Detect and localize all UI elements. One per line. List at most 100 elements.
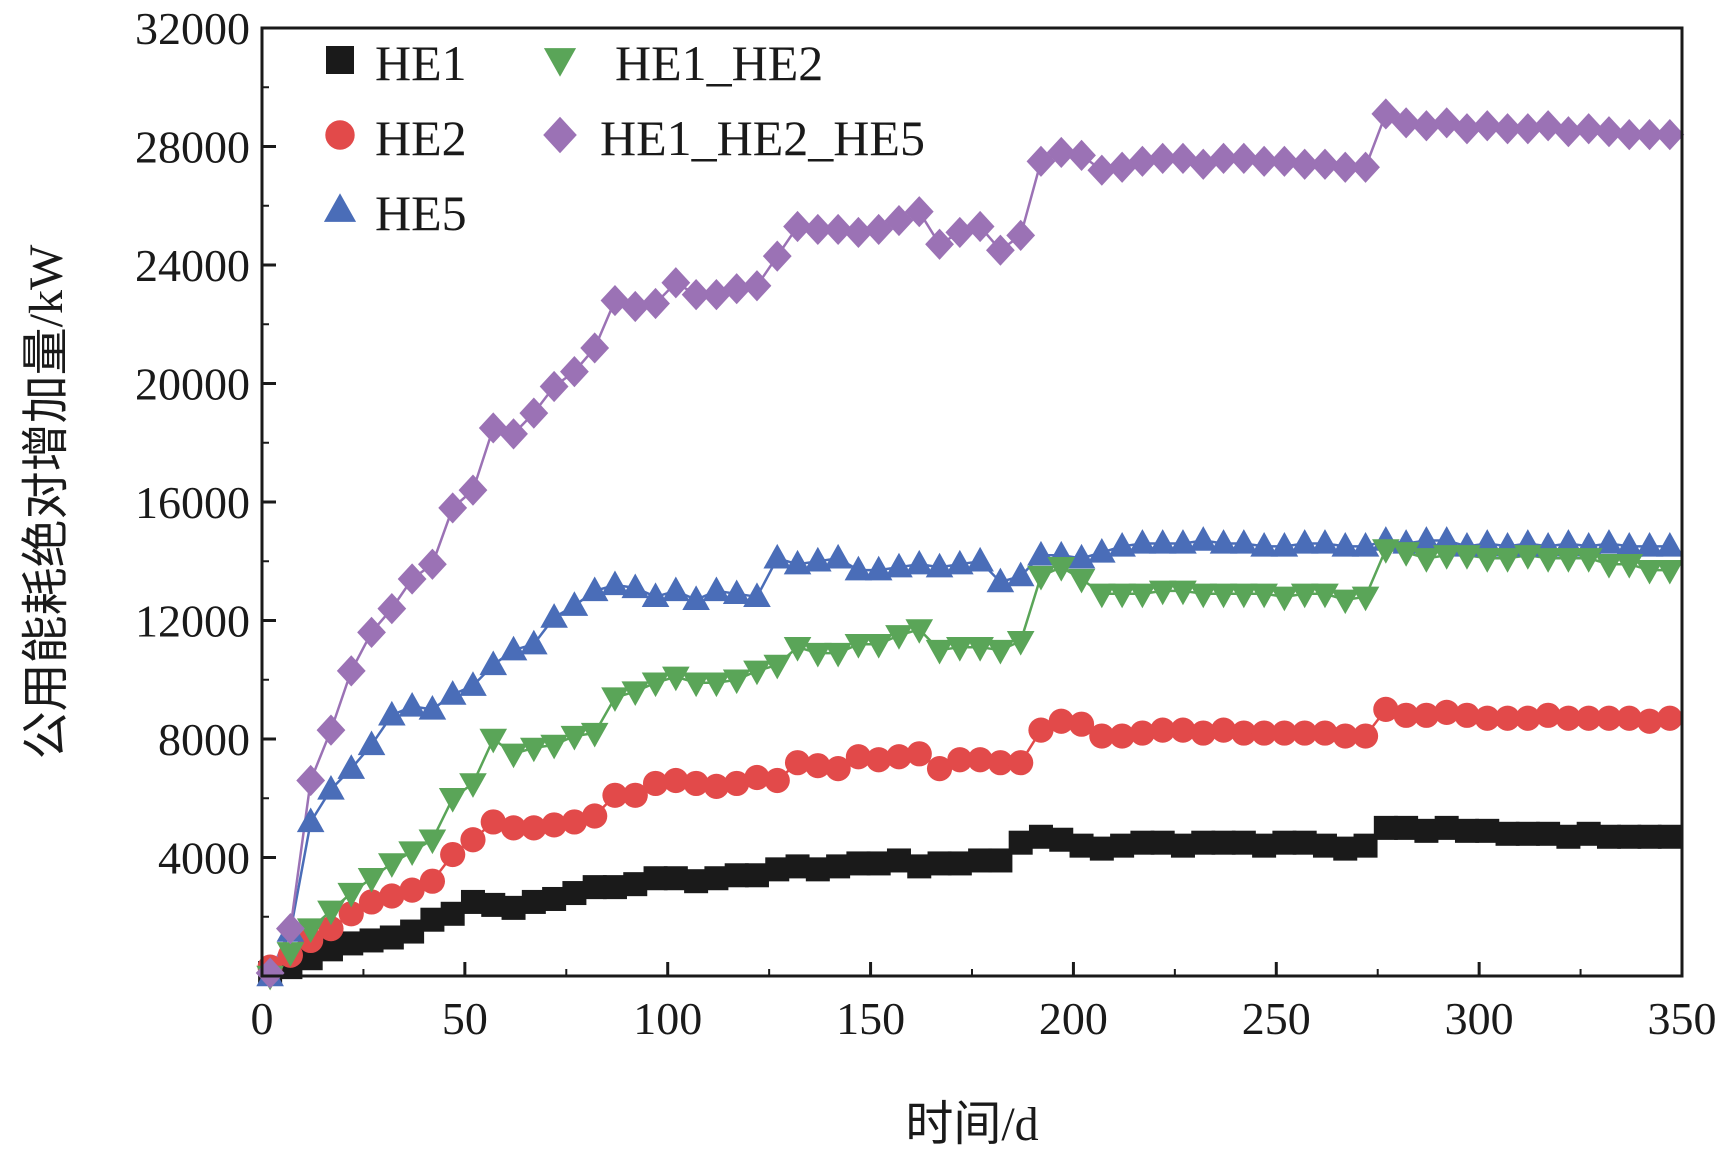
- data-point: [1169, 580, 1197, 606]
- data-point: [1330, 151, 1360, 183]
- data-point: [803, 213, 833, 246]
- data-point: [398, 692, 426, 717]
- data-point: [1412, 110, 1441, 142]
- data-point: [1394, 815, 1419, 840]
- legend-item-he1-he2: HE1_HE2: [543, 35, 823, 91]
- data-point: [785, 854, 810, 879]
- data-point: [1452, 113, 1482, 145]
- data-point: [582, 875, 607, 900]
- data-point: [296, 764, 326, 797]
- data-point: [418, 548, 447, 580]
- data-point: [1473, 529, 1502, 554]
- data-point: [1615, 532, 1644, 557]
- data-point: [1635, 532, 1664, 557]
- data-point: [479, 728, 508, 754]
- data-point: [1230, 529, 1258, 554]
- x-tick-label: 150: [836, 993, 905, 1044]
- data-point: [1352, 723, 1379, 749]
- data-point: [824, 642, 852, 668]
- data-point: [438, 492, 468, 524]
- data-point: [1412, 526, 1441, 551]
- data-point: [1391, 107, 1421, 139]
- data-point: [947, 747, 973, 773]
- data-point: [440, 841, 466, 868]
- data-point: [459, 671, 487, 696]
- data-point: [1089, 836, 1114, 861]
- data-point: [925, 639, 954, 665]
- data-point: [864, 634, 893, 659]
- data-point: [1331, 532, 1360, 557]
- data-point: [702, 279, 731, 311]
- data-point: [438, 680, 467, 705]
- legend-label: HE1: [375, 35, 467, 91]
- y-tick-label: 8000: [158, 714, 250, 765]
- data-point: [1332, 723, 1358, 749]
- legend-item-he2: HE2: [325, 110, 467, 166]
- data-point: [1211, 830, 1236, 855]
- data-point: [1514, 545, 1542, 570]
- data-point: [906, 741, 932, 767]
- data-point: [1128, 529, 1157, 554]
- data-point: [1657, 824, 1682, 849]
- data-point: [743, 582, 771, 607]
- data-point: [1414, 818, 1439, 843]
- data-point: [1656, 532, 1684, 557]
- data-point: [1250, 583, 1278, 609]
- data-point: [722, 273, 752, 305]
- data-point: [1412, 548, 1441, 573]
- data-point: [1331, 589, 1360, 615]
- data-point: [1576, 821, 1601, 846]
- data-point: [357, 616, 386, 648]
- data-point: [337, 754, 366, 779]
- y-tick-label: 32000: [135, 3, 250, 54]
- data-point: [582, 803, 608, 829]
- data-point: [1129, 720, 1155, 746]
- data-point: [1292, 720, 1318, 746]
- data-point: [1472, 110, 1502, 142]
- data-point: [420, 907, 445, 932]
- data-point: [744, 863, 769, 888]
- data-point: [521, 815, 547, 841]
- data-point: [419, 868, 445, 894]
- data-point: [399, 877, 425, 903]
- data-point: [1108, 583, 1136, 609]
- data-point: [1110, 833, 1135, 858]
- x-tick-label: 350: [1648, 993, 1717, 1044]
- data-point: [1170, 717, 1196, 743]
- data-point: [520, 737, 548, 763]
- data-point: [378, 853, 406, 878]
- data-point: [1393, 702, 1419, 728]
- data-point: [1250, 532, 1278, 557]
- data-point: [1556, 824, 1581, 849]
- data-point: [846, 851, 871, 876]
- y-tick-label: 24000: [135, 240, 250, 291]
- data-point: [460, 889, 485, 914]
- data-point: [885, 552, 913, 578]
- data-point: [1128, 583, 1157, 609]
- data-point: [521, 889, 546, 914]
- data-point: [965, 210, 995, 243]
- legend-marker: [543, 116, 577, 154]
- data-point: [1594, 116, 1624, 148]
- data-point: [926, 756, 953, 782]
- data-point: [620, 290, 650, 323]
- data-point: [276, 913, 305, 945]
- data-point: [460, 827, 486, 853]
- y-tick-label: 28000: [135, 122, 250, 173]
- data-point: [1047, 556, 1076, 582]
- data-point: [1150, 717, 1176, 743]
- legend-marker: [326, 46, 354, 74]
- data-point: [255, 957, 285, 989]
- data-point: [1049, 827, 1074, 852]
- data-point: [336, 655, 366, 687]
- data-point: [459, 773, 487, 798]
- legend-label: HE5: [375, 185, 467, 241]
- data-point: [501, 895, 526, 920]
- data-point: [400, 919, 425, 944]
- data-point: [744, 764, 770, 791]
- data-point: [1270, 532, 1299, 557]
- data-point: [1270, 586, 1299, 612]
- data-point: [682, 672, 710, 698]
- data-point: [1554, 548, 1583, 573]
